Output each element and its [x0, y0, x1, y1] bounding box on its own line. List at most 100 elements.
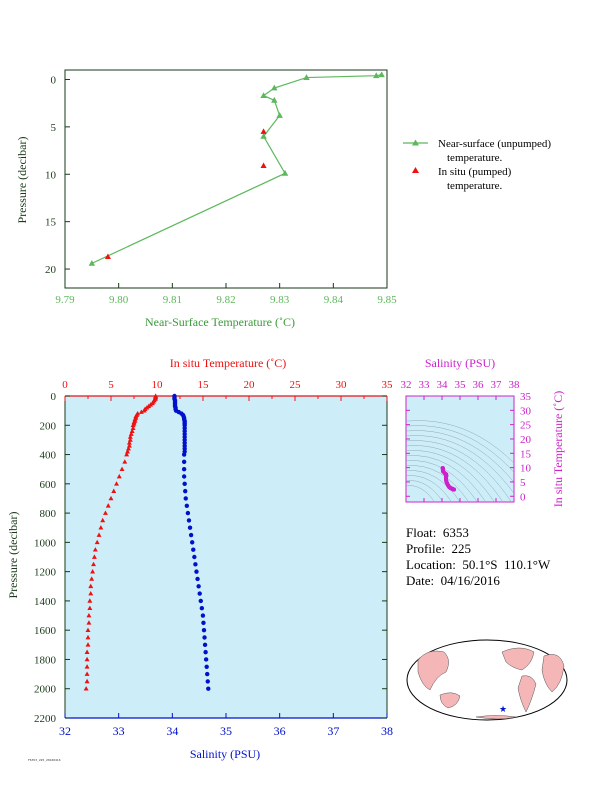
legend-item-unpumped: Near-surface (unpumped) temperature. [403, 138, 551, 164]
profile-plot-background [65, 396, 387, 718]
ts-ticks: 32 33 34 35 36 37 38 0 5 10 15 20 25 30 35 [401, 379, 532, 503]
temperature-point [84, 678, 90, 684]
temperature-point [84, 664, 90, 669]
ts-temperature-tick-label: 30 [520, 405, 532, 417]
near-surface-point [271, 96, 278, 103]
temperature-point [129, 428, 135, 433]
legend-label-pumped-1: In situ (pumped) [438, 166, 512, 178]
near-surface-point [373, 72, 380, 79]
near-surface-x-tick-label: 9.84 [324, 294, 344, 306]
salinity-point [181, 459, 187, 465]
temperature-point [122, 459, 128, 464]
salinity-point [206, 686, 211, 691]
salinity-point [189, 540, 195, 545]
near-surface-x-tick-label: 9.80 [109, 294, 129, 306]
temperature-point [114, 481, 119, 486]
ts-density-contour [406, 440, 512, 502]
temperature-point [85, 627, 91, 633]
ts-temperature-tick-label: 10 [520, 463, 532, 475]
salinity-point [202, 635, 207, 640]
temperature-point [124, 451, 130, 457]
insitu-temperature-point [104, 253, 111, 259]
near-surface-series [88, 71, 385, 266]
temperature-point [87, 605, 93, 611]
pressure-tick-label: 1800 [34, 654, 57, 666]
profile-date: Date: 04/16/2016 [406, 573, 500, 588]
temperature-point [111, 488, 117, 493]
ts-plot-frame [405, 395, 515, 503]
ts-density-contour [406, 465, 469, 502]
pressure-tick-label: 2200 [34, 713, 57, 725]
salinity-point [200, 613, 206, 618]
salinity-point [181, 474, 187, 479]
temperature-point [92, 547, 98, 552]
insitu-temperature-point [260, 128, 267, 134]
near-surface-x-tick-label: 9.83 [270, 294, 290, 306]
float-number: Float: 6353 [406, 525, 469, 540]
near-surface-x-tick-label: 9.82 [216, 294, 235, 306]
salinity-point [202, 642, 208, 648]
temperature-point [91, 561, 96, 567]
near-surface-point [260, 92, 267, 98]
salinity-point [201, 627, 207, 633]
temperature-point [85, 642, 91, 647]
near-surface-line [91, 74, 382, 264]
ts-density-contours [406, 420, 514, 502]
ts-salinity-label: Salinity (PSU) [425, 356, 495, 370]
pressure-tick-label: 1000 [34, 537, 57, 549]
salinity-point [185, 510, 191, 516]
near-surface-y-ticks: 0 5 10 15 20 [45, 74, 70, 276]
ts-density-contour [406, 480, 444, 502]
near-surface-x-tick-label: 9.85 [377, 294, 397, 306]
temperature-point [126, 443, 132, 448]
ts-temperature-tick-label: 0 [520, 491, 526, 503]
temperature-axis-label: In situ Temperature (˚C) [170, 356, 287, 370]
temperature-point [130, 425, 136, 431]
salinity-point [182, 481, 187, 487]
ts-density-contour [406, 425, 514, 473]
salinity-point [196, 584, 201, 589]
near-surface-point [378, 71, 385, 78]
near-surface-point [88, 259, 96, 266]
profile-y-label: Pressure (decibar) [6, 512, 20, 599]
ts-temperature-tick-label: 20 [520, 434, 532, 446]
temperature-point [86, 620, 92, 625]
near-surface-y-tick-label: 10 [45, 169, 57, 181]
temperature-point [85, 634, 91, 640]
profile-ticks: 0200400600800100012001400160018002000220… [34, 379, 393, 738]
continents [417, 647, 565, 720]
temperature-tick-label: 35 [382, 379, 394, 391]
asia-landmass [417, 650, 449, 691]
pressure-tick-label: 0 [51, 391, 57, 403]
salinity-point [205, 679, 210, 684]
antarctica-landmass [475, 715, 517, 720]
salinity-point [192, 554, 197, 560]
temperature-point [87, 598, 93, 603]
ts-temperature-tick-label: 5 [520, 477, 526, 489]
temperature-point [96, 532, 102, 537]
ts-diagram: 32 33 34 35 36 37 38 0 5 10 15 20 25 30 35 Salinity (P… [401, 356, 566, 507]
salinity-point [181, 452, 187, 457]
near-surface-point [276, 112, 283, 118]
temperature-point [98, 525, 104, 530]
salinity-point [187, 525, 193, 530]
near-surface-x-tick-label: 9.79 [55, 294, 75, 306]
pressure-tick-label: 1400 [34, 596, 57, 608]
ts-salinity-tick-label: 34 [437, 379, 449, 391]
legend-label-pumped-2: temperature. [447, 180, 503, 192]
near-surface-plot-frame [64, 69, 388, 289]
near-surface-point [303, 74, 310, 80]
ts-salinity-tick-label: 35 [455, 379, 467, 391]
south-america-landmass [517, 675, 537, 713]
ts-point [452, 487, 457, 492]
near-surface-point [281, 169, 289, 176]
near-surface-y-tick-label: 15 [45, 217, 57, 229]
temperature-point [100, 517, 106, 523]
africa-europe-landmass [541, 654, 565, 693]
temperature-tick-label: 0 [62, 379, 68, 391]
ts-temperature-tick-label: 15 [520, 448, 532, 460]
salinity-tick-label: 35 [220, 724, 232, 738]
ts-density-contour [406, 445, 504, 502]
temperature-point [83, 686, 89, 691]
temperature-point [103, 510, 108, 515]
